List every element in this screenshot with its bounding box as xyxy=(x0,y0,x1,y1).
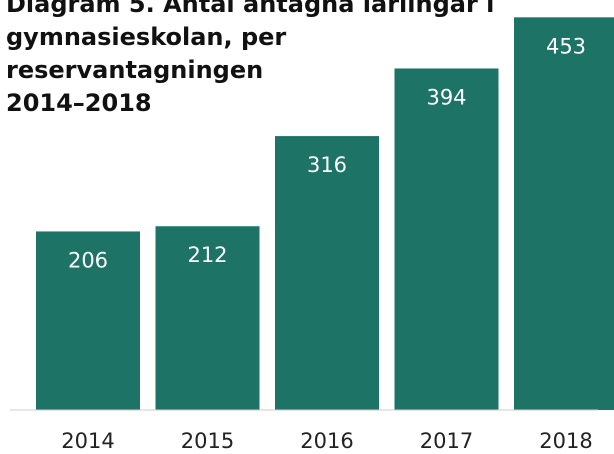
x-tick-label: 2018 xyxy=(539,429,592,453)
value-label: 453 xyxy=(546,34,586,58)
value-label: 394 xyxy=(426,85,466,109)
x-tick-label: 2014 xyxy=(61,429,114,453)
value-label: 206 xyxy=(68,248,108,272)
x-tick-label: 2017 xyxy=(420,429,473,453)
bar xyxy=(394,68,499,411)
x-tick-label: 2015 xyxy=(181,429,234,453)
bar xyxy=(514,17,614,411)
chart-title: 2014–2018 xyxy=(6,89,152,117)
chart-title: Diagram 5. Antal antagna lärlingar i xyxy=(6,0,494,18)
chart-title: gymnasieskolan, per xyxy=(6,23,286,51)
value-label: 316 xyxy=(307,153,347,177)
x-tick-label: 2016 xyxy=(300,429,353,453)
value-label: 212 xyxy=(187,243,227,267)
chart-title: reservantagningen xyxy=(6,56,263,84)
bar xyxy=(155,226,260,410)
bar xyxy=(275,136,379,410)
bar xyxy=(36,231,140,410)
